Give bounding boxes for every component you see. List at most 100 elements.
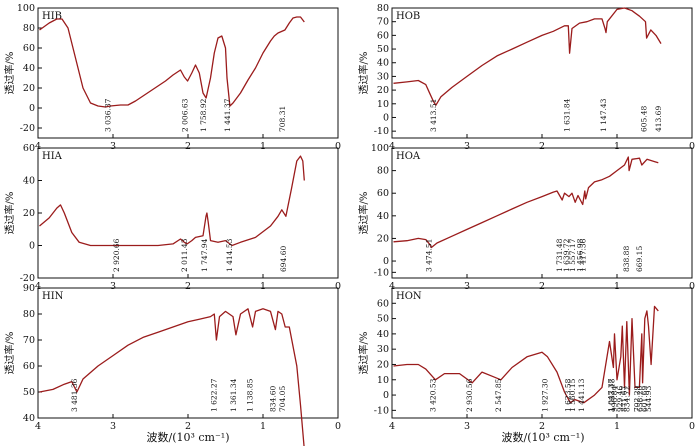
y-tick-label: 60 <box>377 30 389 41</box>
y-tick-label: 80 <box>23 23 35 34</box>
peak-label: 871.67 <box>620 386 629 412</box>
y-tick-label: 60 <box>23 43 35 54</box>
peak-label: 2 011.43 <box>180 238 189 272</box>
peak-label: 1 456.98 <box>576 238 585 272</box>
y-axis-label: 透过率/% <box>357 332 370 375</box>
y-tick-label: 40 <box>23 413 35 424</box>
peak-label: 1 414.53 <box>225 238 234 272</box>
peak-label: 605.48 <box>640 106 649 132</box>
spectrum-line <box>393 156 659 249</box>
x-tick-label: 2 <box>539 421 545 432</box>
x-tick-label: 1 <box>614 421 620 432</box>
y-tick-label: 0 <box>383 390 389 401</box>
peak-label: 3 474.51 <box>424 239 433 272</box>
x-tick-label: 3 <box>464 141 470 152</box>
y-tick-label: 50 <box>23 387 35 398</box>
y-tick-label: -10 <box>374 405 389 416</box>
x-tick-label: 3 <box>110 421 116 432</box>
y-tick-label: 20 <box>23 83 35 94</box>
y-tick-label: 60 <box>377 298 389 309</box>
x-tick-label: 4 <box>35 421 41 432</box>
peak-label: 544.93 <box>644 386 653 412</box>
x-tick-label: 0 <box>335 421 341 432</box>
x-tick-label: 4 <box>35 141 41 152</box>
spectrum-line <box>39 16 305 108</box>
y-tick-label: 10 <box>377 99 389 110</box>
peak-label: 838.88 <box>622 246 631 272</box>
x-tick-label: 1 <box>614 141 620 152</box>
y-tick-label: 80 <box>377 166 389 177</box>
peak-label: 1 747.94 <box>200 238 209 272</box>
y-axis-label: 透过率/% <box>3 192 16 235</box>
x-axis-label-right: 波数/(10³ cm⁻¹) <box>502 431 585 444</box>
y-axis-label: 透过率/% <box>357 52 370 95</box>
peak-label: 834.72 <box>622 386 631 412</box>
panel-tag: HOB <box>396 11 420 22</box>
x-tick-label: 0 <box>335 141 341 152</box>
peak-label: 669.15 <box>635 246 644 272</box>
y-tick-label: -20 <box>20 123 35 134</box>
y-tick-label: 40 <box>377 58 389 69</box>
y-tick-label: 50 <box>377 314 389 325</box>
peak-label: 1 361.34 <box>229 378 238 412</box>
peak-label: 929.46 <box>615 386 624 412</box>
peak-label: 601.69 <box>640 386 649 412</box>
y-tick-label: 60 <box>23 361 35 372</box>
panel-tag: HOA <box>396 151 421 162</box>
peak-label: 1 441.13 <box>577 378 586 412</box>
y-tick-label: 40 <box>23 176 35 187</box>
plot-frame <box>37 287 339 419</box>
peak-label: 834.60 <box>268 386 277 412</box>
peak-label: 1 758.92 <box>199 98 208 132</box>
y-tick-label: 70 <box>377 17 389 28</box>
x-tick-label: 1 <box>260 141 266 152</box>
y-tick-label: 80 <box>377 3 389 14</box>
panel-tag: HIB <box>42 11 62 22</box>
peak-label: 1 147.43 <box>599 98 608 132</box>
panel-tag: HON <box>396 291 422 302</box>
y-tick-label: 40 <box>23 63 35 74</box>
y-tick-label: 0 <box>29 103 35 114</box>
peak-label: 1 441.37 <box>223 98 232 132</box>
x-tick-label: 3 <box>110 141 116 152</box>
peak-label: 3 481.36 <box>70 378 79 412</box>
peak-label: 1 623.58 <box>563 378 572 412</box>
peak-label: 2 930.56 <box>465 378 474 412</box>
x-tick-label: 3 <box>464 421 470 432</box>
x-tick-label: 2 <box>539 141 545 152</box>
peak-label: 1 560.15 <box>568 378 577 412</box>
y-tick-label: 70 <box>23 335 35 346</box>
spectrum-line <box>393 7 662 106</box>
peak-label: 658.20 <box>636 386 645 412</box>
y-tick-label: 100 <box>371 143 389 154</box>
peak-label: 1 639.72 <box>562 238 571 272</box>
x-tick-label: 1 <box>260 281 266 292</box>
spectrum-line <box>39 155 305 247</box>
panel-hib: 4 3 2 1 0 100 80 60 40 20 0 -20 透过率/% HIB 3 036.37 2 00… <box>3 3 341 152</box>
x-tick-label: 0 <box>335 281 341 292</box>
y-axis-label: 透过率/% <box>357 192 370 235</box>
panel-tag: HIN <box>42 291 64 302</box>
peak-label: 2 547.85 <box>494 378 503 412</box>
peak-label: 1 557.17 <box>568 238 577 272</box>
peak-label: 708.31 <box>278 106 287 132</box>
peak-label: 1 033.18 <box>608 378 617 412</box>
peak-label: 704.05 <box>278 386 287 412</box>
y-tick-label: -10 <box>374 267 389 278</box>
x-tick-label: 1 <box>260 421 266 432</box>
y-tick-label: 30 <box>377 344 389 355</box>
peak-label: 1 631.84 <box>563 98 572 132</box>
spectrum-line <box>39 308 305 446</box>
x-tick-label: 0 <box>689 281 695 292</box>
y-tick-label: 90 <box>23 283 35 294</box>
x-tick-label: 3 <box>464 281 470 292</box>
x-tick-label: 2 <box>539 281 545 292</box>
y-tick-label: 30 <box>377 71 389 82</box>
peak-label: 413.69 <box>654 106 663 132</box>
peak-label: 3 413.51 <box>429 99 438 132</box>
y-tick-label: 40 <box>377 211 389 222</box>
panel-tag: HIA <box>42 151 63 162</box>
